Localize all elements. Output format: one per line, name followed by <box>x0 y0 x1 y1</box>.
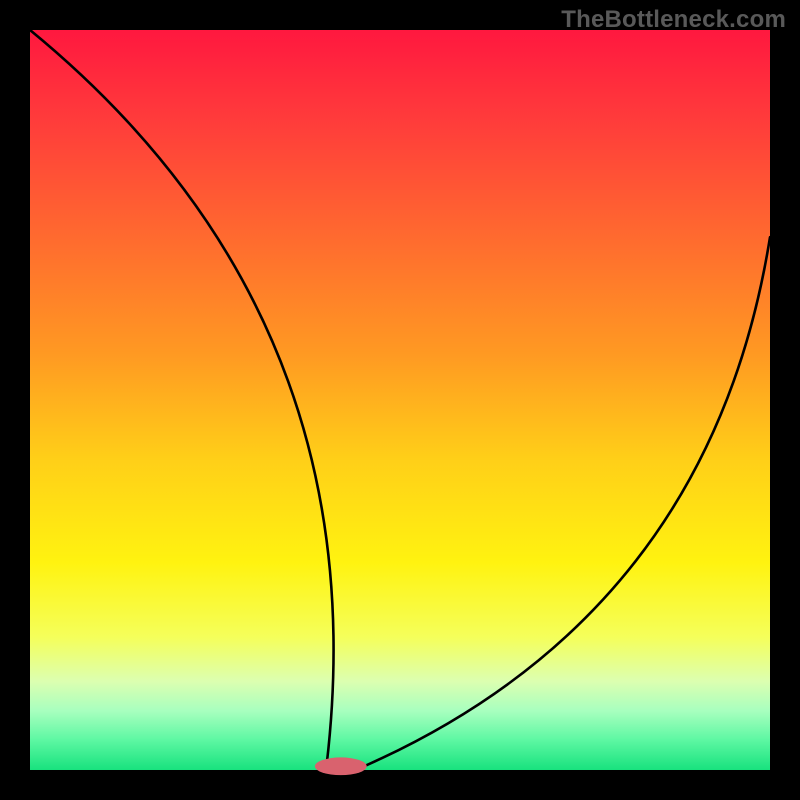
bottleneck-chart <box>0 0 800 800</box>
optimal-marker <box>315 757 367 775</box>
chart-stage: TheBottleneck.com <box>0 0 800 800</box>
chart-plot-area <box>30 30 770 770</box>
